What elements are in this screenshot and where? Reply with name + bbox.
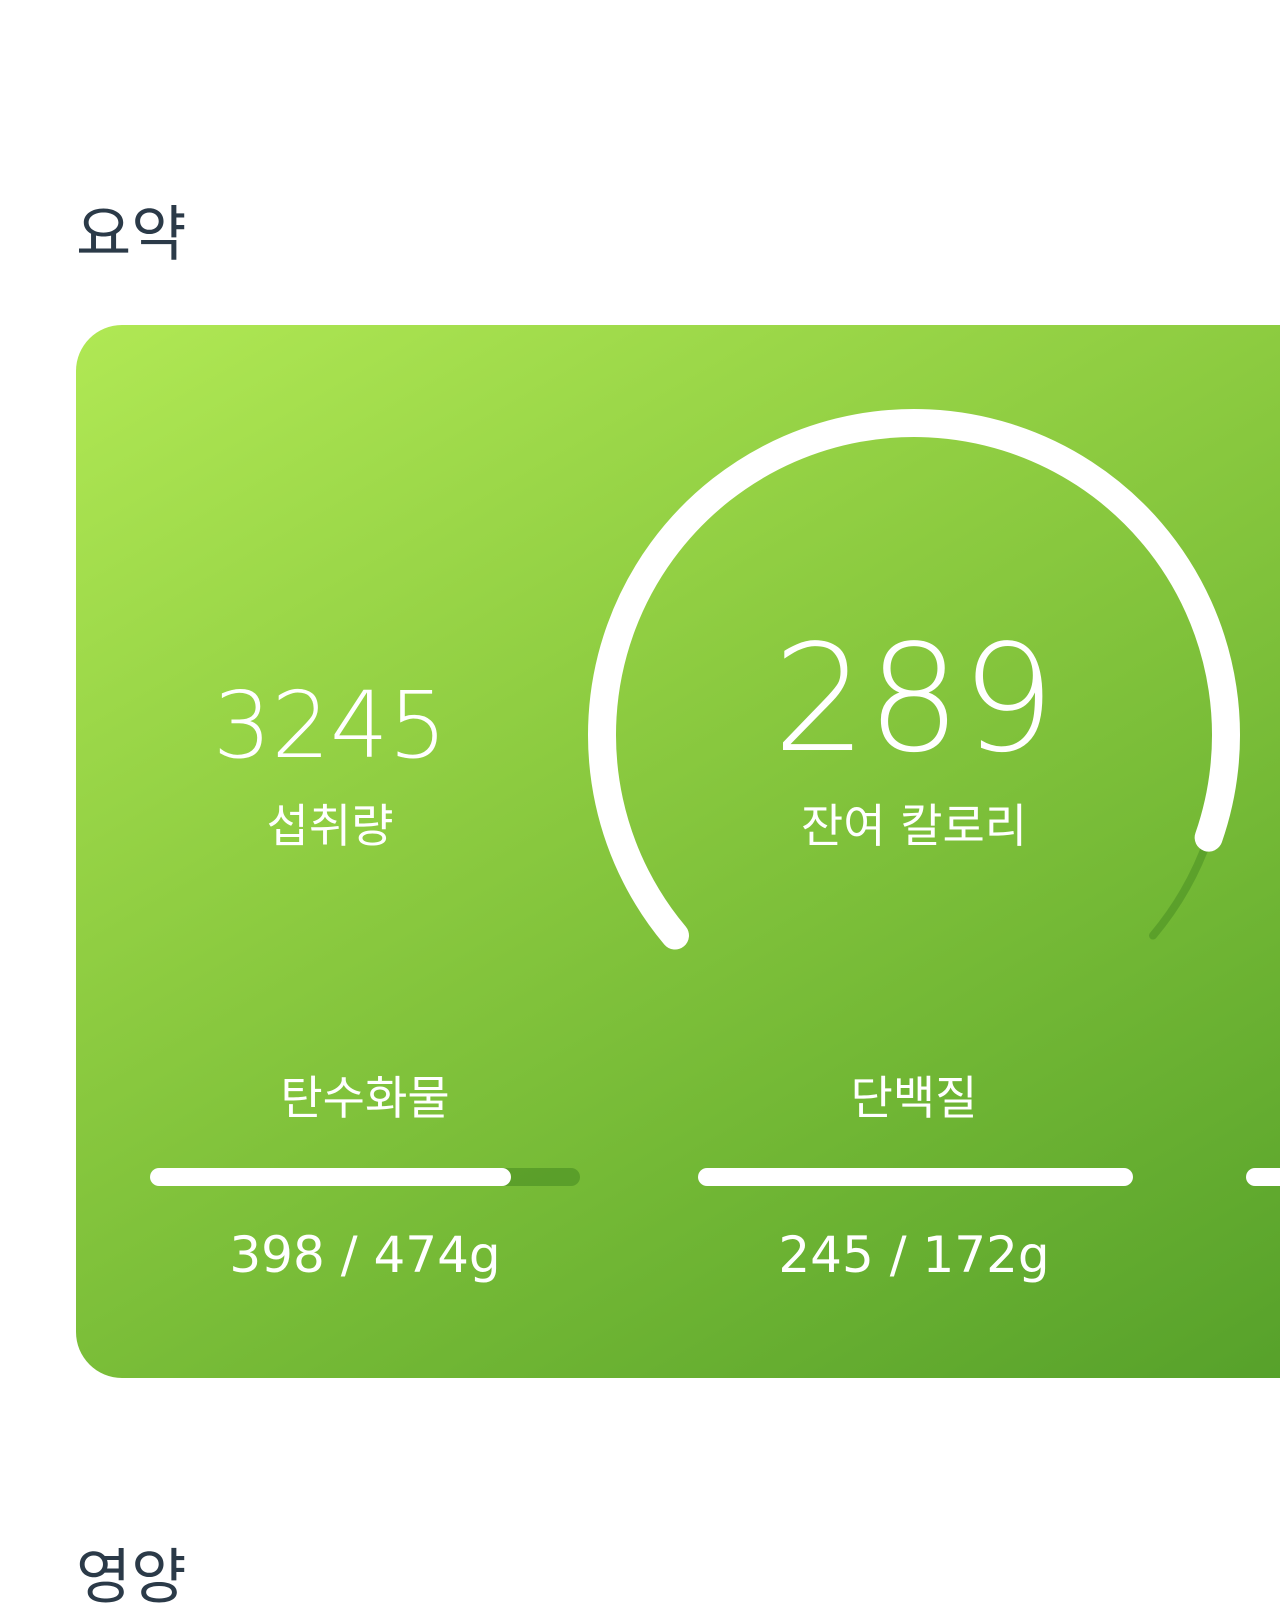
macro-carbs-value: 398 / 474g: [229, 1226, 501, 1284]
intake-label: 섭취량: [266, 799, 394, 853]
section-title-summary: 요약: [76, 200, 187, 270]
intake-value: 3245: [212, 672, 448, 779]
macro-carbs-label: 탄수화물: [280, 1071, 450, 1125]
macro-third-bar: [1246, 1168, 1280, 1186]
gauge-fill: [588, 409, 1240, 950]
calorie-gauge: [588, 409, 1240, 950]
summary-card[interactable]: 3245 섭취량 289 잔여 칼로리 탄수화물 398 / 474g 단백질 …: [76, 325, 1280, 1378]
macro-protein-fill: [698, 1168, 1133, 1186]
remaining-calories-label: 잔여 칼로리: [800, 799, 1028, 853]
macro-carbs-fill: [150, 1168, 512, 1186]
macro-third-fill: [1246, 1168, 1280, 1186]
macro-protein-bar: [698, 1168, 1133, 1186]
macro-protein-label: 단백질: [850, 1071, 978, 1125]
section-title-nutrition: 영양: [76, 1543, 187, 1613]
macro-protein-value: 245 / 172g: [778, 1226, 1050, 1284]
remaining-calories-value: 289: [772, 613, 1056, 785]
macro-carbs-bar: [150, 1168, 580, 1186]
